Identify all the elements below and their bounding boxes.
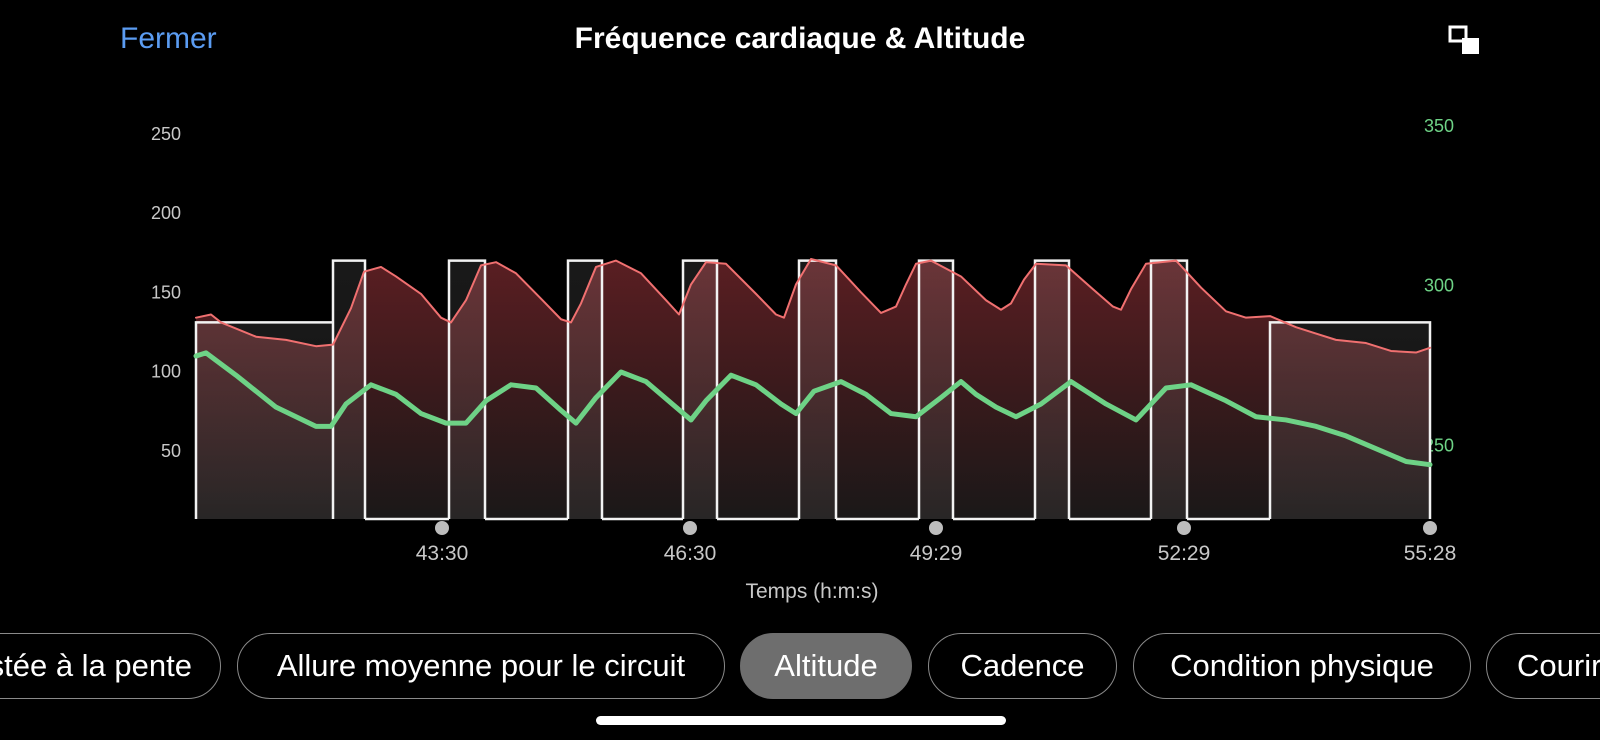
heart-rate-line xyxy=(195,258,1431,354)
workout-intervals-outline xyxy=(194,259,1432,521)
metric-chip[interactable]: Condition physique xyxy=(1133,633,1471,699)
y-left-tick-label: 150 xyxy=(151,282,181,302)
lap-marker[interactable] xyxy=(1177,521,1191,535)
lap-marker[interactable] xyxy=(929,521,943,535)
close-button[interactable]: Fermer xyxy=(120,22,217,55)
y-right-tick-label: 300 xyxy=(1424,276,1454,296)
x-tick-label: 49:29 xyxy=(910,542,963,565)
metric-chip[interactable]: Allure moyenne pour le circuit xyxy=(237,633,725,699)
lap-marker[interactable] xyxy=(683,521,697,535)
x-tick-label: 43:30 xyxy=(416,542,469,565)
interval-band xyxy=(333,260,365,519)
y-left-tick-label: 100 xyxy=(151,362,181,382)
interval-band xyxy=(196,322,333,519)
metric-chip[interactable]: Courir xyxy=(1486,633,1600,699)
lap-marker[interactable] xyxy=(1423,521,1437,535)
y-left-tick-label: 50 xyxy=(161,441,181,461)
heart-rate-altitude-chart: 250 200 150 100 50 350 300 250 43:30 46:30 49:29… xyxy=(151,116,1457,603)
x-axis-label: Temps (h:m:s) xyxy=(745,580,878,603)
expand-icon[interactable] xyxy=(1448,24,1482,58)
lap-marker[interactable] xyxy=(435,521,449,535)
metric-chip[interactable]: Cadence xyxy=(928,633,1117,699)
metric-chip[interactable]: Vitesse ajustée à la pente xyxy=(0,633,221,699)
interval-band xyxy=(449,260,485,519)
x-tick-label: 46:30 xyxy=(664,542,717,565)
interval-band xyxy=(683,260,717,519)
y-left-tick-label: 250 xyxy=(151,124,181,144)
metric-chip[interactable]: Altitude xyxy=(740,633,912,699)
interval-band xyxy=(568,260,602,519)
y-left-tick-label: 200 xyxy=(151,203,181,223)
x-tick-label: 52:29 xyxy=(1158,542,1211,565)
home-indicator[interactable] xyxy=(596,716,1006,725)
y-right-tick-label: 250 xyxy=(1424,436,1454,456)
page-title: Fréquence cardiaque & Altitude xyxy=(574,22,1026,55)
y-right-tick-label: 350 xyxy=(1424,116,1454,136)
x-tick-label: 55:28 xyxy=(1404,542,1457,565)
altitude-line xyxy=(193,350,1433,468)
